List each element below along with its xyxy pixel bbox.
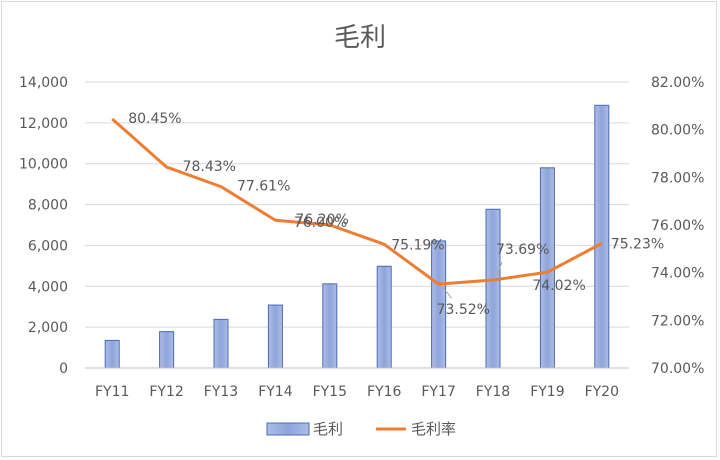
right-axis-tick-label: 70.00% [651, 361, 704, 377]
leader-line [442, 286, 452, 299]
line-data-label: 73.69% [496, 242, 549, 258]
line-series [111, 117, 603, 286]
left-axis: 0 2,000 4,000 6,000 8,000 10,000 12,000 14,000 [19, 75, 68, 377]
left-axis-tick-label: 14,000 [19, 75, 68, 91]
line-data-label: 77.61% [237, 179, 290, 195]
x-axis-tick-label: FY16 [367, 384, 402, 400]
line-data-label: 78.43% [183, 159, 236, 175]
bar-series [104, 104, 610, 369]
line-data-labels: 80.45% 78.43%77.61% 76.20%76.00% 75.19% 73.5… [128, 111, 664, 318]
bar [376, 265, 392, 369]
legend: 毛利 毛利率 [266, 420, 456, 438]
bar [267, 304, 283, 369]
x-axis-tick-label: FY18 [476, 384, 510, 400]
bar [322, 283, 338, 369]
line-data-label: 76.20% [295, 212, 348, 228]
left-axis-tick-label: 8,000 [28, 198, 68, 214]
right-axis-tick-label: 80.00% [651, 123, 704, 139]
x-axis-tick-label: FY12 [149, 384, 183, 400]
right-axis-tick-label: 82.00% [651, 75, 704, 91]
left-axis-tick-label: 12,000 [19, 116, 68, 132]
x-axis-tick-label: FY14 [258, 384, 293, 400]
legend-label-line: 毛利率 [411, 420, 456, 438]
right-axis-tick-label: 76.00% [651, 218, 704, 234]
right-axis-tick-label: 72.00% [651, 313, 704, 329]
gridlines [85, 81, 629, 369]
left-axis-tick-label: 10,000 [19, 157, 68, 173]
bar [104, 339, 120, 369]
left-axis-tick-label: 0 [59, 361, 68, 377]
right-axis: 70.00% 72.00% 74.00% 76.00% 78.00% 80.00% 82.0… [651, 75, 704, 377]
line-data-label: 80.45% [128, 111, 181, 127]
bar [213, 318, 229, 369]
left-axis-tick-label: 4,000 [28, 279, 68, 295]
line-path [111, 117, 603, 286]
line-data-label: 75.23% [611, 236, 664, 252]
x-axis-tick-label: FY20 [585, 384, 619, 400]
bar [594, 104, 610, 369]
right-axis-tick-label: 74.00% [651, 266, 704, 282]
legend-swatch-bar [266, 422, 310, 436]
x-axis-tick-label: FY13 [204, 384, 238, 400]
x-axis-tick-label: FY19 [530, 384, 564, 400]
bar [485, 208, 501, 369]
right-axis-tick-label: 78.00% [651, 170, 704, 186]
line-data-label: 75.19% [391, 237, 444, 253]
x-axis-tick-label: FY17 [421, 384, 455, 400]
left-axis-tick-label: 6,000 [28, 238, 68, 254]
bar [159, 331, 175, 369]
left-axis-tick-label: 2,000 [28, 320, 68, 336]
chart-title: 毛利 [334, 23, 386, 53]
leader-line [496, 261, 503, 276]
x-axis: FY11 FY12 FY13 FY14 FY15 FY16 FY17 FY18 FY19 FY20 [85, 367, 629, 400]
line-data-label: 74.02% [532, 278, 585, 294]
legend-label-bar: 毛利 [313, 420, 343, 438]
x-axis-tick-label: FY15 [313, 384, 347, 400]
line-data-label: 73.52% [437, 302, 490, 318]
x-axis-tick-label: FY11 [95, 384, 129, 400]
line-data-label: 76.00% [294, 215, 347, 231]
